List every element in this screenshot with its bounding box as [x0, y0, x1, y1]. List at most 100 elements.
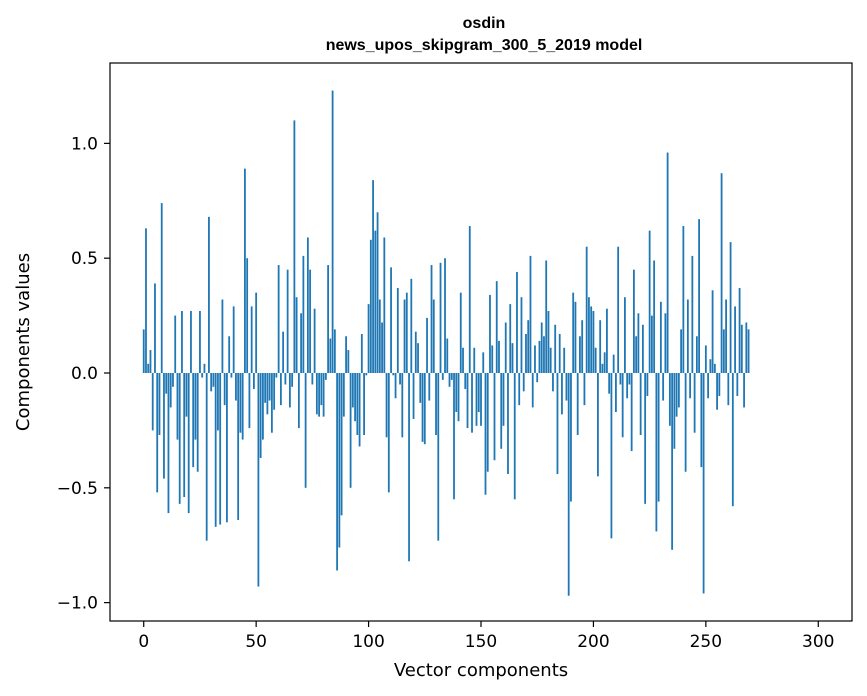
bar-61	[279, 373, 282, 406]
bar-174	[534, 345, 536, 373]
bar-171	[527, 320, 530, 373]
bar-29	[208, 216, 210, 373]
bar-206	[606, 308, 608, 373]
bar-137	[450, 373, 453, 380]
bar-94	[354, 373, 356, 422]
x-tick-label: 0	[138, 632, 149, 652]
bar-105	[378, 299, 381, 373]
bar-0	[142, 329, 145, 373]
x-axis-ticks: 0 50 100 150 200 250 300	[138, 621, 834, 652]
bar-73	[306, 237, 309, 373]
bar-232	[664, 313, 667, 373]
bar-119	[410, 278, 413, 373]
bar-251	[707, 373, 709, 399]
bar-213	[621, 373, 624, 438]
bar-259	[725, 299, 727, 373]
bar-264	[736, 373, 739, 396]
bar-217	[630, 373, 633, 452]
bar-123	[419, 373, 422, 403]
bar-255	[716, 373, 718, 410]
bar-150	[480, 373, 482, 426]
bar-24	[196, 373, 199, 472]
bar-177	[540, 322, 543, 373]
bar-96	[358, 373, 361, 447]
bar-71	[302, 255, 305, 373]
bar-133	[441, 373, 444, 380]
bar-203	[599, 320, 602, 373]
bar-141	[459, 292, 462, 373]
bar-159	[500, 373, 503, 449]
bar-53	[262, 373, 264, 440]
bar-250	[704, 345, 707, 373]
bar-227	[653, 260, 656, 373]
bar-89	[342, 373, 345, 417]
bar-204	[601, 363, 604, 373]
bar-225	[648, 230, 651, 373]
y-tick-label: 1.0	[71, 134, 98, 154]
bar-197	[585, 246, 588, 373]
bar-28	[205, 373, 208, 541]
bar-223	[644, 373, 647, 504]
y-tick-label: 0.5	[71, 249, 98, 269]
bar-239	[680, 329, 683, 373]
bar-154	[489, 294, 491, 373]
bar-248	[700, 373, 703, 468]
bar-44	[241, 373, 244, 440]
bar-101	[369, 239, 372, 373]
bar-30	[210, 373, 213, 392]
bar-92	[349, 373, 352, 488]
bar-127	[428, 373, 431, 401]
bar-135	[446, 338, 449, 373]
bar-228	[655, 373, 658, 532]
bar-70	[300, 313, 303, 373]
x-axis-label: Vector components	[394, 660, 568, 681]
bar-200	[592, 311, 595, 373]
bar-2	[147, 363, 150, 373]
bar-211	[617, 246, 620, 373]
bar-268	[745, 322, 748, 373]
bar-214	[624, 297, 626, 373]
bar-134	[444, 258, 446, 373]
bar-146	[471, 373, 473, 433]
bar-11	[167, 373, 170, 514]
bar-218	[633, 269, 635, 373]
bar-262	[731, 373, 734, 507]
bar-7	[158, 373, 161, 435]
bar-13	[172, 373, 174, 387]
bar-139	[455, 373, 458, 413]
bar-41	[235, 373, 237, 401]
bar-75	[311, 373, 314, 385]
bar-48	[250, 306, 253, 373]
bar-142	[462, 347, 464, 373]
bar-74	[309, 269, 312, 373]
bar-182	[552, 373, 554, 392]
bar-56	[268, 373, 271, 401]
bar-117	[405, 292, 408, 373]
bar-116	[403, 299, 406, 373]
bar-226	[650, 315, 653, 373]
bar-242	[686, 299, 689, 373]
bar-87	[338, 373, 341, 548]
bar-16	[178, 373, 181, 504]
bar-112	[394, 373, 397, 399]
bar-114	[399, 373, 401, 385]
bar-173	[531, 373, 534, 408]
bar-230	[659, 301, 662, 373]
chart-subtitle: news_upos_skipgram_300_5_2019 model	[326, 37, 643, 54]
bar-111	[392, 373, 395, 376]
chart-title: osdin	[463, 15, 506, 32]
bar-240	[682, 226, 685, 373]
bar-168	[520, 297, 523, 373]
bar-17	[181, 311, 183, 373]
bar-231	[662, 373, 665, 401]
bar-20	[187, 373, 190, 514]
bar-212	[619, 373, 622, 385]
bar-27	[203, 363, 206, 373]
bar-49	[253, 373, 255, 390]
bar-38	[228, 336, 231, 373]
bar-199	[590, 306, 593, 373]
bar-193	[576, 373, 579, 435]
bar-202	[597, 373, 599, 477]
bar-258	[722, 329, 725, 373]
